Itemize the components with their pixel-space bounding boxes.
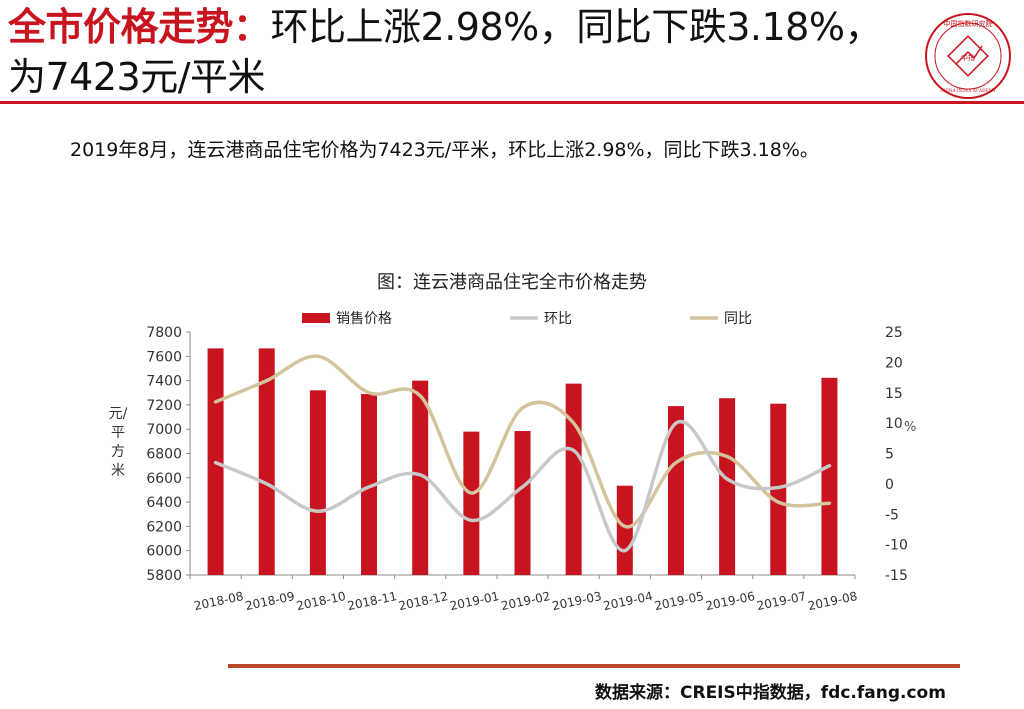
y2-tick-label: -15 xyxy=(885,568,908,584)
yoy-point-2018-08 xyxy=(214,400,217,404)
logo-text-center: 中指 xyxy=(961,53,975,62)
bar-2019-03 xyxy=(565,383,582,575)
yoy-point-2019-08 xyxy=(828,501,831,505)
bar-series-sales-price xyxy=(207,348,838,575)
bar-2019-04 xyxy=(616,485,633,575)
china-index-academy-logo: 中国指数研究院 中指 CHINA INDEX ACADEMY xyxy=(925,13,1011,99)
y-tick-label: 7800 xyxy=(146,325,182,341)
x-tick-label: 2019-08 xyxy=(807,589,859,613)
bar-2019-07 xyxy=(770,403,787,575)
bar-2019-05 xyxy=(667,406,684,575)
x-tick-label: 2018-08 xyxy=(193,589,245,613)
yoy-point-2019-05 xyxy=(674,461,678,464)
yoy-point-2018-12 xyxy=(418,394,422,397)
mom-point-2019-08 xyxy=(828,464,831,467)
mom-point-2019-02 xyxy=(521,485,524,489)
title-divider xyxy=(0,101,1024,104)
x-tick-label: 2019-06 xyxy=(704,589,756,613)
legend-sales-price-swatch xyxy=(302,313,330,323)
y-axis-label-left: 元/平方米 xyxy=(108,406,128,479)
y2-tick-label: 20 xyxy=(885,355,903,371)
y2-tick-label: 10 xyxy=(885,416,903,432)
bar-2018-10 xyxy=(309,390,326,575)
chart-title: 图：连云港商品住宅全市价格走势 xyxy=(377,272,647,293)
y2-tick-label: -10 xyxy=(885,538,908,554)
x-tick-label: 2019-04 xyxy=(602,589,654,613)
yoy-point-2019-02 xyxy=(521,406,524,410)
mom-point-2018-08 xyxy=(214,461,217,464)
y-tick-label: 7200 xyxy=(146,398,182,414)
y-tick-label: 7000 xyxy=(146,422,182,438)
logo-text-top: 中国指数研究院 xyxy=(944,19,993,28)
summary-text: 2019年8月，连云港商品住宅价格为7423元/平米，环比上涨2.98%，同比下… xyxy=(70,139,819,161)
line-series xyxy=(213,354,832,553)
yoy-point-2018-09 xyxy=(265,379,268,382)
bar-2018-11 xyxy=(361,393,378,575)
bar-2019-01 xyxy=(463,431,480,575)
logo-text-bottom: CHINA INDEX ACADEMY xyxy=(940,88,996,93)
y-tick-label: 6600 xyxy=(146,471,182,487)
data-source: 数据来源：CREIS中指数据，fdc.fang.com xyxy=(595,683,946,703)
mom-point-2019-05 xyxy=(674,421,678,425)
legend-mom-label: 环比 xyxy=(544,311,572,327)
y-tick-label: 6400 xyxy=(146,495,182,511)
x-tick-label: 2019-02 xyxy=(500,589,552,613)
x-tick-label: 2018-11 xyxy=(346,589,398,613)
y2-tick-label: 25 xyxy=(885,325,903,341)
yoy-point-2019-07 xyxy=(777,500,780,504)
y2-tick-label: 15 xyxy=(885,386,903,402)
bar-2018-09 xyxy=(258,348,275,575)
y-axis-label-right: % xyxy=(904,420,917,435)
y-tick-label: 6200 xyxy=(146,519,182,535)
yoy-point-2019-06 xyxy=(725,455,729,458)
bar-2019-02 xyxy=(514,431,531,575)
x-tick-label: 2018-09 xyxy=(244,589,296,613)
x-tick-label: 2019-07 xyxy=(755,589,807,613)
x-tick-label: 2018-10 xyxy=(295,589,347,613)
title-highlight: 全市价格走势： xyxy=(8,5,271,49)
y2-tick-label: -5 xyxy=(885,507,899,523)
yoy-point-2019-04 xyxy=(623,525,627,528)
x-tick-label: 2019-05 xyxy=(653,589,705,613)
x-tick-label: 2019-01 xyxy=(449,589,501,613)
x-tick-label: 2018-12 xyxy=(397,589,449,613)
y-tick-label: 6800 xyxy=(146,447,182,463)
yoy-point-2019-01 xyxy=(470,491,473,495)
y2-tick-label: 0 xyxy=(885,477,894,493)
yoy-point-2018-10 xyxy=(316,355,320,358)
mom-point-2019-04 xyxy=(623,549,627,552)
yoy-point-2018-11 xyxy=(367,391,371,394)
mom-point-2019-03 xyxy=(572,449,575,452)
bar-2019-08 xyxy=(821,377,838,575)
page-title: 全市价格走势：环比上涨2.98%，同比下跌3.18%，为7423元/平米 xyxy=(8,2,888,102)
mom-point-2019-07 xyxy=(777,486,780,489)
y2-tick-label: 5 xyxy=(885,447,894,463)
yoy-point-2019-03 xyxy=(572,421,575,425)
y-tick-label: 7400 xyxy=(146,374,182,390)
legend-sales-price-label: 销售价格 xyxy=(336,311,392,327)
bar-2019-06 xyxy=(719,398,736,575)
mom-point-2018-09 xyxy=(265,482,268,486)
source-divider xyxy=(228,664,960,668)
y-tick-label: 5800 xyxy=(146,568,182,584)
legend-yoy-label: 同比 xyxy=(724,311,752,327)
chart-legend: 销售价格 环比 同比 xyxy=(302,311,752,327)
mom-point-2018-11 xyxy=(367,485,371,489)
bar-2018-12 xyxy=(412,380,429,575)
mom-point-2019-01 xyxy=(470,519,473,522)
y-tick-label: 7600 xyxy=(146,349,182,365)
y-tick-label: 6000 xyxy=(146,544,182,560)
mom-point-2018-12 xyxy=(418,473,422,476)
mom-line xyxy=(213,419,832,553)
mom-point-2019-06 xyxy=(725,477,729,481)
title-rest: 环比上涨2.98%，同比下跌3.18%，为7423元/平米 xyxy=(8,5,882,99)
mom-point-2018-10 xyxy=(316,510,320,513)
x-tick-label: 2019-03 xyxy=(551,589,603,613)
